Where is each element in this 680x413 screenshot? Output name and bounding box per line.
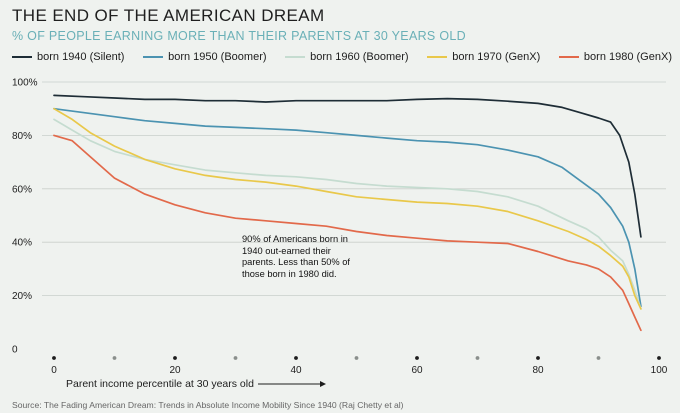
source-note: Source: The Fading American Dream: Trend… bbox=[12, 400, 404, 410]
y-tick-label: 80% bbox=[12, 131, 32, 142]
x-tick-label: 60 bbox=[411, 365, 423, 376]
legend-item: born 1980 (GenX) bbox=[558, 51, 672, 63]
legend-label-1960: born 1960 (Boomer) bbox=[310, 51, 409, 63]
x-tick-label: 80 bbox=[532, 365, 544, 376]
chart-title: THE END OF THE AMERICAN DREAM bbox=[12, 6, 325, 25]
y-tick-labels: 0 20% 40% 60% 80% 100% bbox=[12, 78, 38, 356]
legend-swatch-1970 bbox=[427, 56, 448, 58]
series-line-2 bbox=[53, 118, 642, 310]
annotation: 90% of Americans born in 1940 out-earned… bbox=[242, 234, 351, 279]
legend-label-1980: born 1980 (GenX) bbox=[583, 51, 672, 63]
legend-item: born 1970 (GenX) bbox=[427, 51, 540, 63]
legend-swatch-1950 bbox=[143, 56, 164, 58]
x-axis-dot bbox=[354, 356, 359, 360]
y-tick-label: 0 bbox=[12, 345, 18, 356]
legend-item: born 1950 (Boomer) bbox=[143, 51, 267, 63]
legend: born 1940 (Silent) born 1950 (Boomer) bo… bbox=[12, 51, 672, 63]
x-axis-dot bbox=[536, 356, 540, 360]
series-line-1 bbox=[53, 107, 642, 308]
legend-swatch-1980 bbox=[558, 56, 579, 58]
x-tick-label: 100 bbox=[651, 365, 668, 376]
series-line-3 bbox=[53, 107, 642, 310]
x-tick-label: 40 bbox=[290, 365, 302, 376]
x-axis-dot bbox=[415, 356, 419, 360]
x-axis-title: Parent income percentile at 30 years old bbox=[66, 378, 328, 390]
x-axis-dot bbox=[596, 356, 601, 360]
x-axis-dot bbox=[294, 356, 298, 360]
legend-swatch-1940 bbox=[12, 56, 32, 58]
x-axis-dot bbox=[657, 356, 661, 360]
legend-item: born 1960 (Boomer) bbox=[285, 51, 409, 63]
x-tick-label: 0 bbox=[51, 365, 57, 376]
series-line-0 bbox=[53, 94, 642, 238]
x-axis-dot bbox=[52, 356, 56, 360]
x-tick-label: 20 bbox=[169, 365, 181, 376]
series-line-4 bbox=[53, 134, 642, 332]
x-axis-dots bbox=[52, 356, 661, 360]
y-tick-label: 100% bbox=[12, 78, 38, 89]
gridlines bbox=[42, 81, 666, 297]
x-axis-dot bbox=[475, 356, 480, 360]
y-tick-label: 40% bbox=[12, 238, 32, 249]
legend-swatch-1960 bbox=[285, 56, 306, 58]
x-axis-dot bbox=[233, 356, 238, 360]
series-lines bbox=[53, 94, 642, 332]
legend-label-1970: born 1970 (GenX) bbox=[452, 51, 541, 63]
arrow-right-icon bbox=[257, 381, 326, 387]
x-axis-label: Parent income percentile at 30 years old bbox=[66, 378, 254, 390]
x-tick-labels: 0 20 40 60 80 100 bbox=[51, 365, 668, 376]
legend-label-1950: born 1950 (Boomer) bbox=[168, 51, 267, 63]
y-tick-label: 20% bbox=[12, 291, 32, 302]
legend-label-1940: born 1940 (Silent) bbox=[37, 51, 125, 63]
x-axis-dot bbox=[173, 356, 177, 360]
x-axis-dot bbox=[112, 356, 117, 360]
y-tick-label: 60% bbox=[12, 184, 32, 195]
legend-item: born 1940 (Silent) bbox=[12, 51, 124, 63]
chart-subtitle: % OF PEOPLE EARNING MORE THAN THEIR PARE… bbox=[12, 29, 466, 43]
